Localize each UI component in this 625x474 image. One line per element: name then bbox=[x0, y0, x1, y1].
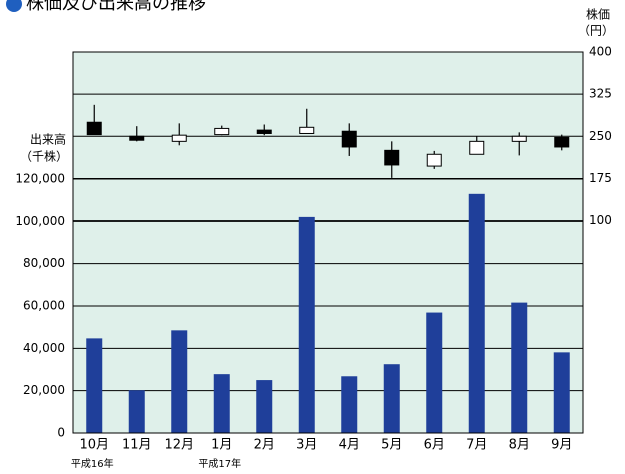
volume-bar bbox=[426, 312, 443, 433]
x-tick-label: 7月 bbox=[466, 438, 487, 453]
x-tick-label: 6月 bbox=[424, 438, 445, 453]
y2-axis-label: 株価 bbox=[586, 7, 610, 22]
candle-body bbox=[299, 126, 315, 134]
candle-body bbox=[341, 130, 357, 148]
x-tick-label: 1月 bbox=[211, 438, 232, 453]
x-sublabel: 平成16年 bbox=[71, 457, 114, 470]
volume-bar bbox=[86, 338, 103, 433]
y-tick-label: 40,000 bbox=[23, 341, 65, 355]
y2-tick-label: 175 bbox=[589, 171, 612, 185]
y-axis-label: （千株） bbox=[20, 149, 68, 164]
candle-body bbox=[129, 135, 145, 141]
y2-axis-label: （円） bbox=[578, 24, 614, 38]
x-tick-label: 2月 bbox=[254, 438, 275, 453]
x-tick-label: 5月 bbox=[381, 438, 402, 453]
candle-body bbox=[86, 121, 102, 136]
candle-body bbox=[426, 153, 442, 167]
volume-bar bbox=[468, 193, 485, 433]
volume-bar bbox=[553, 352, 570, 433]
x-tick-label: 10月 bbox=[79, 438, 109, 453]
volume-bar bbox=[298, 216, 315, 433]
y-tick-label: 20,000 bbox=[23, 383, 65, 397]
y2-tick-label: 100 bbox=[589, 213, 612, 227]
volume-bar bbox=[128, 390, 145, 433]
candle-body bbox=[256, 129, 272, 134]
candle-body bbox=[554, 136, 570, 148]
y2-tick-label: 250 bbox=[589, 129, 612, 143]
chart-title: 株価及び出来高の推移 bbox=[26, 0, 206, 14]
y-tick-label: 120,000 bbox=[15, 172, 65, 186]
volume-bar bbox=[213, 374, 230, 433]
x-sublabel: 平成17年 bbox=[198, 457, 241, 470]
volume-bar bbox=[341, 376, 358, 433]
x-tick-label: 4月 bbox=[339, 438, 360, 453]
y2-tick-label: 400 bbox=[589, 45, 612, 59]
candle-body bbox=[511, 135, 527, 142]
x-tick-label: 11月 bbox=[122, 438, 152, 453]
volume-bar bbox=[171, 330, 188, 433]
volume-bar bbox=[256, 380, 273, 433]
plot-frame bbox=[72, 51, 584, 434]
y2-tick-label: 325 bbox=[589, 87, 612, 101]
x-tick-label: 12月 bbox=[164, 438, 194, 453]
candle-body bbox=[469, 140, 485, 155]
title-bullet bbox=[6, 0, 22, 12]
y-tick-label: 100,000 bbox=[15, 214, 65, 228]
y-axis-label: 出来高 bbox=[30, 132, 66, 147]
candle-body bbox=[214, 127, 230, 136]
candle-body bbox=[171, 134, 187, 142]
y-tick-label: 80,000 bbox=[23, 256, 65, 270]
x-tick-label: 3月 bbox=[296, 438, 317, 453]
volume-bar bbox=[511, 302, 528, 433]
y-tick-label: 60,000 bbox=[23, 299, 65, 313]
plot-area bbox=[73, 52, 583, 433]
x-tick-label: 9月 bbox=[551, 438, 572, 453]
candle-body bbox=[384, 149, 400, 166]
y-tick-label: 0 bbox=[57, 426, 65, 440]
volume-bar bbox=[383, 364, 400, 433]
x-tick-label: 8月 bbox=[509, 438, 530, 453]
